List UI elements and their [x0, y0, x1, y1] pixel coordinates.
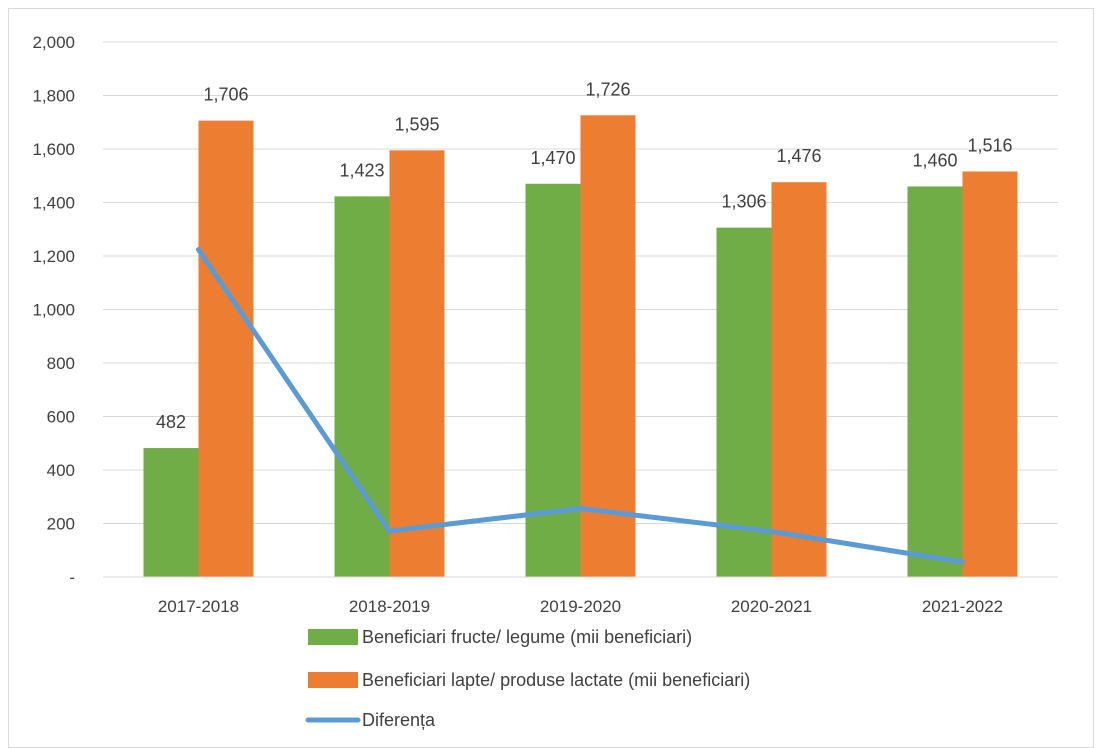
legend-label: Beneficiari lapte/ produse lactate (mii … [362, 670, 750, 690]
data-label: 1,595 [394, 114, 439, 134]
bar [143, 448, 199, 577]
data-label: 1,726 [585, 79, 630, 99]
legend-swatch [308, 629, 358, 645]
y-tick-label: 400 [47, 461, 75, 480]
legend: Beneficiari fructe/ legume (mii benefici… [305, 627, 750, 730]
bar [389, 150, 445, 577]
data-label: 1,423 [339, 160, 384, 180]
y-tick-label: 200 [47, 515, 75, 534]
data-label: 1,460 [912, 150, 957, 170]
bars [143, 115, 1018, 578]
legend-swatch [308, 672, 358, 688]
data-label: 1,706 [203, 85, 248, 105]
line-point [198, 249, 199, 251]
bar [771, 182, 827, 578]
bar [198, 120, 254, 578]
bar [580, 115, 636, 578]
y-tick-label: 2,000 [32, 33, 75, 52]
y-tick-label: 1,600 [32, 140, 75, 159]
line-point [389, 530, 390, 532]
line-point [580, 508, 581, 510]
data-label: 482 [156, 412, 186, 432]
data-labels: 482 1,706 1,423 1,595 1,470 1,726 1,306 1,476 1,… [156, 79, 1013, 432]
y-tick-label: 1,000 [32, 301, 75, 320]
x-tick-label: 2020-2021 [731, 597, 812, 616]
legend-label: Diferența [362, 710, 436, 730]
x-tick-label: 2018-2019 [349, 597, 430, 616]
data-label: 1,516 [967, 135, 1012, 155]
y-tick-label: 1,800 [32, 87, 75, 106]
line-series [196, 247, 965, 565]
y-axis: - 200 400 600 800 1,000 1,200 1,400 1,600 1,800 2,… [32, 33, 75, 587]
y-tick-label: 800 [47, 354, 75, 373]
y-tick-label: 1,400 [32, 194, 75, 213]
line-point [771, 531, 772, 533]
y-tick-label: - [69, 568, 75, 587]
bar [962, 171, 1018, 577]
bar [907, 186, 963, 577]
x-tick-label: 2021-2022 [922, 597, 1003, 616]
data-label: 1,306 [721, 192, 766, 212]
x-axis: 2017-2018 2018-2019 2019-2020 2020-2021 2021… [103, 576, 1058, 616]
data-label: 1,470 [530, 148, 575, 168]
line-point [962, 561, 963, 563]
bar [525, 183, 581, 577]
data-label: 1,476 [776, 146, 821, 166]
bar [716, 227, 772, 577]
y-tick-label: 1,200 [32, 247, 75, 266]
y-tick-label: 600 [47, 408, 75, 427]
legend-label: Beneficiari fructe/ legume (mii benefici… [362, 627, 692, 647]
x-tick-label: 2017-2018 [158, 597, 239, 616]
x-tick-label: 2019-2020 [540, 597, 621, 616]
